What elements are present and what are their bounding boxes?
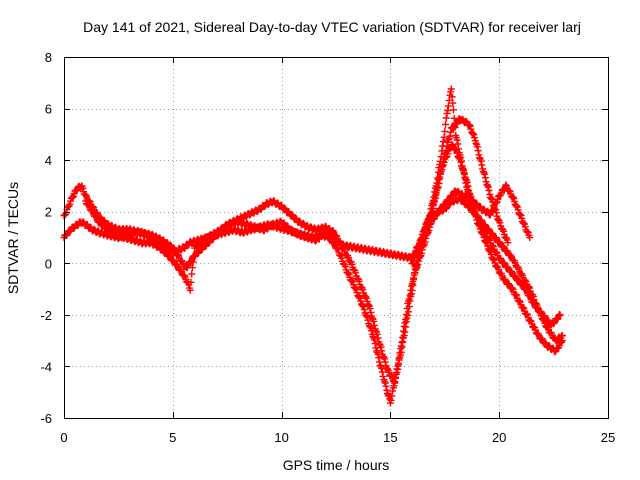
data-point — [434, 210, 441, 218]
data-point — [439, 138, 447, 145]
data-point — [189, 258, 197, 266]
x-tick-label: 25 — [601, 430, 615, 445]
data-point — [399, 338, 407, 346]
chart-title: Day 141 of 2021, Sidereal Day-to-day VTE… — [83, 19, 581, 35]
data-point — [373, 330, 381, 338]
data-point — [496, 219, 504, 227]
x-tick-label: 15 — [383, 430, 397, 445]
data-point — [180, 271, 188, 279]
x-tick-label: 0 — [60, 430, 67, 445]
series-4 — [413, 141, 564, 329]
x-tick-label: 10 — [274, 430, 288, 445]
y-tick-label: 4 — [45, 153, 52, 168]
x-axis-label: GPS time / hours — [283, 457, 390, 473]
data-point — [428, 209, 436, 217]
data-point — [516, 211, 524, 219]
data-point — [365, 301, 373, 309]
series-3 — [82, 85, 566, 356]
data-point — [439, 158, 447, 166]
data-point — [407, 290, 415, 298]
data-point — [444, 136, 452, 144]
data-point — [434, 184, 441, 192]
data-point — [442, 120, 449, 128]
data-point — [405, 308, 412, 316]
y-tick-label: -4 — [40, 359, 52, 374]
data-point — [359, 286, 367, 294]
data-point — [504, 239, 512, 247]
y-tick-label: 2 — [45, 205, 52, 220]
data-point — [441, 127, 449, 135]
data-point — [186, 286, 194, 294]
data-point — [485, 187, 493, 194]
data-point — [491, 205, 499, 213]
x-tick-label: 5 — [169, 430, 176, 445]
y-tick-label: 8 — [45, 50, 52, 65]
y-tick-label: 6 — [45, 102, 52, 117]
data-point — [526, 234, 534, 241]
data-point — [556, 311, 564, 319]
data-point — [344, 269, 352, 277]
data-point — [69, 193, 77, 201]
data-point — [449, 99, 457, 107]
y-tick-labels: -6 -4 -2 0 2 4 6 8 — [40, 50, 52, 426]
data-point — [519, 304, 527, 311]
data-point — [413, 248, 421, 256]
data-point — [522, 285, 530, 293]
data-points — [60, 85, 566, 407]
data-point — [459, 165, 467, 173]
data-point — [402, 323, 410, 331]
series-5 — [408, 115, 512, 268]
data-point — [382, 382, 390, 390]
data-point — [174, 251, 182, 259]
x-tick-label: 20 — [492, 430, 506, 445]
y-axis-label: SDTVAR / TECUs — [5, 182, 21, 294]
data-point — [450, 106, 457, 114]
data-point — [485, 235, 493, 243]
data-point — [96, 218, 103, 225]
data-point — [553, 315, 561, 323]
data-point — [473, 143, 481, 151]
data-point — [188, 264, 196, 272]
data-point — [505, 280, 513, 288]
data-point — [188, 270, 196, 278]
y-tick-label: -6 — [40, 411, 52, 426]
data-point — [558, 337, 566, 345]
data-point — [379, 372, 387, 380]
data-point — [187, 278, 195, 286]
data-point — [453, 136, 461, 144]
data-point — [341, 263, 349, 271]
data-point — [387, 396, 395, 404]
data-point — [447, 85, 455, 93]
y-tick-label: 0 — [45, 256, 52, 271]
data-point — [190, 252, 198, 260]
data-point — [502, 181, 510, 189]
axis-ticks — [64, 57, 609, 419]
data-point — [444, 102, 452, 110]
data-point — [456, 155, 464, 163]
grid-lines — [64, 57, 608, 418]
x-tick-labels: 0 5 10 15 20 25 — [60, 430, 615, 445]
data-point — [370, 321, 378, 329]
y-tick-label: -2 — [40, 308, 52, 323]
data-point — [468, 196, 476, 204]
plot-frame — [64, 57, 609, 419]
data-point — [448, 93, 456, 101]
data-point — [370, 336, 378, 344]
